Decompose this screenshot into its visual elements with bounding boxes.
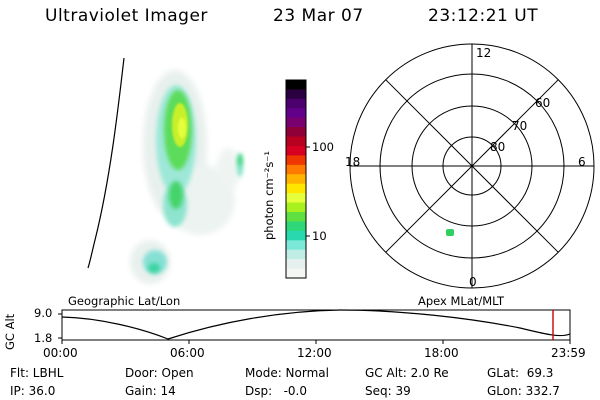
colorbar-swatch bbox=[286, 202, 306, 213]
time-tick-label-0600: 06:00 bbox=[170, 346, 205, 360]
altitude-frame bbox=[61, 309, 571, 341]
mlt-label-12: 12 bbox=[476, 46, 492, 60]
time-tick-label-1800: 18:00 bbox=[424, 346, 459, 360]
dsp-info: Dsp: -0.0 bbox=[245, 384, 308, 398]
colorbar-swatch bbox=[286, 108, 306, 119]
colorbar-frame bbox=[285, 79, 307, 279]
colorbar-swatch bbox=[286, 268, 306, 279]
altitude-curve bbox=[61, 309, 571, 340]
polar-aurora-point bbox=[446, 229, 454, 236]
mlt-label-18: 18 bbox=[345, 155, 361, 169]
earth-limb-curve bbox=[87, 57, 125, 269]
time-tick-label-1200: 12:00 bbox=[297, 346, 332, 360]
time-tick-label-0000: 00:00 bbox=[43, 346, 78, 360]
colorbar-swatch bbox=[286, 259, 306, 270]
colorbar-swatches bbox=[286, 80, 306, 279]
colorbar-swatch bbox=[286, 146, 306, 157]
lat-label-80: 80 bbox=[490, 140, 506, 154]
geographic-label: Geographic Lat/Lon bbox=[68, 294, 181, 308]
colorbar-swatch bbox=[286, 193, 306, 204]
colorbar-swatch bbox=[286, 249, 306, 260]
colorbar-tick-label-100: 100 bbox=[312, 140, 334, 154]
colorbar-swatch bbox=[286, 221, 306, 232]
colorbar-swatch bbox=[286, 240, 306, 251]
altitude-min-label: 1.8 bbox=[34, 331, 53, 345]
colorbar-swatch bbox=[286, 174, 306, 185]
colorbar-swatch bbox=[286, 89, 306, 100]
mlt-label-6: 6 bbox=[578, 155, 586, 169]
glat-info: GLat: 69.3 bbox=[487, 366, 554, 380]
colorbar-swatch bbox=[286, 155, 306, 166]
colorbar-swatch bbox=[286, 98, 306, 109]
polar-diagonal-2 bbox=[385, 79, 559, 253]
altitude-axis-label: GC Alt bbox=[3, 313, 17, 350]
mlt-label-0: 0 bbox=[469, 275, 477, 289]
time-label: 23:12:21 UT bbox=[428, 6, 539, 26]
colorbar-swatch bbox=[286, 212, 306, 223]
colorbar-swatch bbox=[286, 164, 306, 175]
door-info: Door: Open bbox=[125, 366, 194, 380]
colorbar-swatch bbox=[286, 230, 306, 241]
altitude-max-label: 9.0 bbox=[34, 306, 53, 320]
lat-label-60: 60 bbox=[535, 96, 551, 110]
colorbar-tick-label-10: 10 bbox=[312, 229, 327, 243]
glon-info: GLon: 332.7 bbox=[487, 384, 560, 398]
time-tick-label-2359: 23:59 bbox=[551, 346, 586, 360]
ip-info: IP: 36.0 bbox=[10, 384, 56, 398]
gain-info: Gain: 14 bbox=[125, 384, 176, 398]
mode-info: Mode: Normal bbox=[245, 366, 329, 380]
colorbar-swatch bbox=[286, 127, 306, 138]
aurora-core bbox=[172, 103, 188, 147]
lat-label-70: 70 bbox=[512, 119, 528, 133]
colorbar-swatch bbox=[286, 117, 306, 128]
colorbar-swatch bbox=[286, 183, 306, 194]
apex-label: Apex MLat/MLT bbox=[418, 294, 505, 308]
seq-info: Seq: 39 bbox=[365, 384, 411, 398]
colorbar-swatch bbox=[286, 80, 306, 91]
instrument-title: Ultraviolet Imager bbox=[45, 6, 208, 26]
filter-info: Flt: LBHL bbox=[10, 366, 64, 380]
gc-alt-info: GC Alt: 2.0 Re bbox=[365, 366, 449, 380]
colorbar-swatch bbox=[286, 136, 306, 147]
date-label: 23 Mar 07 bbox=[273, 6, 364, 26]
